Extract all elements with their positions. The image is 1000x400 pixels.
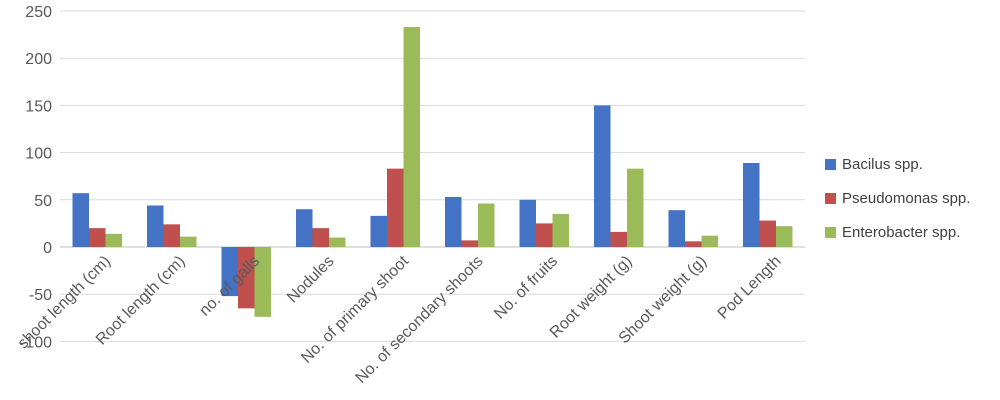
- bar-pseudomonas-spp: [312, 228, 329, 247]
- y-tick-label: 50: [34, 193, 52, 210]
- legend-label: Bacilus spp.: [842, 156, 923, 173]
- bar-pseudomonas-spp: [387, 168, 404, 247]
- bar-bacilus-spp: [370, 215, 387, 247]
- y-axis-tick-labels: -100 -50 0 50 100 150 200 250: [20, 4, 52, 351]
- bar-enterobacter-spp: [627, 168, 644, 247]
- legend-swatch: [825, 159, 836, 170]
- y-tick-label: 250: [25, 4, 52, 21]
- bar-pseudomonas-spp: [685, 241, 702, 247]
- bar-bacilus-spp: [72, 193, 89, 247]
- bar-bacilus-spp: [147, 205, 164, 247]
- bar-pseudomonas-spp: [461, 240, 478, 247]
- bar-bacilus-spp: [296, 209, 313, 247]
- bar-pseudomonas-spp: [163, 224, 180, 247]
- y-tick-label: 150: [25, 98, 52, 115]
- bar-pseudomonas-spp: [536, 223, 553, 247]
- y-tick-label: -100: [20, 334, 52, 351]
- bar-bacilus-spp: [445, 196, 462, 247]
- bar-bacilus-spp: [221, 247, 238, 297]
- bar-enterobacter-spp: [701, 235, 718, 247]
- legend-swatch: [825, 227, 836, 238]
- bar-bacilus-spp: [743, 162, 760, 247]
- x-category-label: No. of secondary shoots: [353, 253, 487, 387]
- bar-pseudomonas-spp: [89, 228, 106, 247]
- bar-bacilus-spp: [594, 105, 611, 248]
- x-category-label: Nodules: [284, 253, 338, 307]
- y-tick-label: -50: [29, 287, 52, 304]
- x-axis-category-labels: shoot length (cm)Root length (cm) no. of …: [15, 252, 785, 386]
- gridlines: [60, 10, 805, 342]
- x-category-label: Pod Length: [715, 253, 785, 323]
- bar-pseudomonas-spp: [610, 231, 627, 247]
- bar-bacilus-spp: [519, 199, 536, 247]
- bar-enterobacter-spp: [478, 203, 495, 247]
- y-tick-label: 100: [25, 146, 52, 163]
- bars: [72, 27, 793, 317]
- bar-enterobacter-spp: [776, 226, 793, 247]
- bar-pseudomonas-spp: [238, 247, 255, 309]
- y-tick-label: 200: [25, 51, 52, 68]
- x-category-label: No. of fruits: [491, 253, 561, 323]
- legend-label: Enterobacter spp.: [842, 224, 960, 241]
- bar-pseudomonas-spp: [759, 220, 776, 247]
- y-tick-label: 0: [43, 240, 52, 257]
- bar-enterobacter-spp: [552, 213, 569, 247]
- bar-enterobacter-spp: [180, 236, 197, 247]
- legend-swatch: [825, 193, 836, 204]
- bar-bacilus-spp: [668, 210, 685, 247]
- bar-enterobacter-spp: [105, 233, 122, 247]
- bar-enterobacter-spp: [329, 237, 346, 247]
- bar-enterobacter-spp: [254, 247, 271, 317]
- legend: Bacilus spp. Pseudomonas spp. Enterobacter…: [825, 156, 970, 241]
- bar-enterobacter-spp: [403, 27, 420, 247]
- legend-label: Pseudomonas spp.: [842, 190, 970, 207]
